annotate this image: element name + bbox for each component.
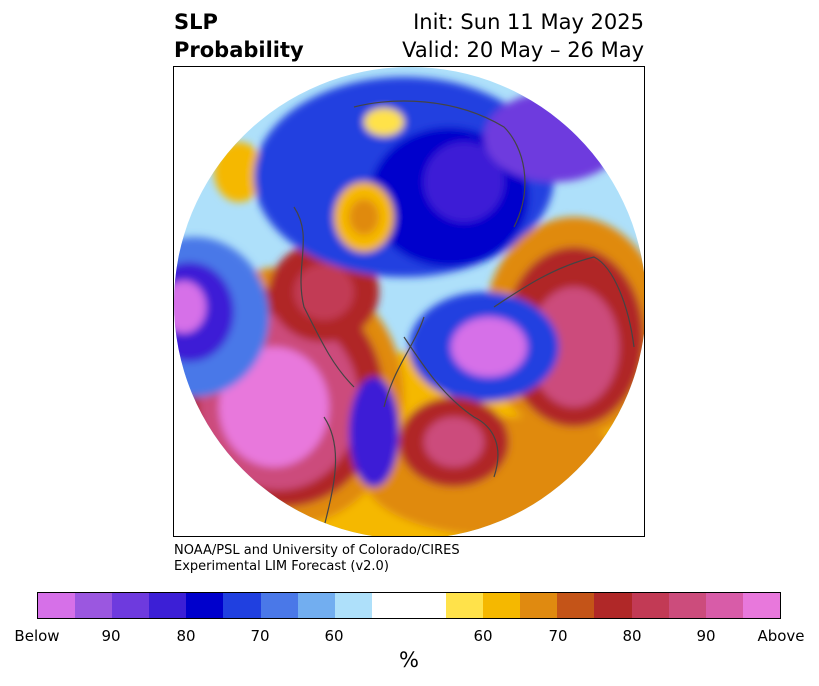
colorbar-swatch <box>334 593 372 618</box>
pacific-high-core <box>219 347 329 467</box>
title-left: SLP Probability <box>174 8 304 64</box>
atlantic-low-core <box>451 317 527 377</box>
colorbar-swatch <box>260 593 298 618</box>
colorbar-swatch <box>742 593 780 618</box>
coastlines <box>293 100 635 528</box>
tick-below: Below <box>14 627 60 645</box>
europe-high-core <box>529 287 619 407</box>
coastline-europe <box>493 256 635 348</box>
siberia-low <box>484 92 624 182</box>
tick-below-60: 60 <box>324 627 344 645</box>
colorbar-swatch <box>446 593 484 618</box>
credit-line2: Experimental LIM Forecast (v2.0) <box>174 559 389 574</box>
title-slp: SLP <box>174 10 218 34</box>
valid-range: Valid: 20 May – 26 May <box>402 38 644 62</box>
colorbar-swatch <box>149 593 187 618</box>
colorbar <box>37 592 781 619</box>
canada-high-core <box>424 417 484 467</box>
tick-below-90: 90 <box>101 627 121 645</box>
colorbar-swatch <box>186 593 224 618</box>
map-panel <box>173 66 645 537</box>
kara-warm <box>364 108 404 136</box>
ne-pacific-high-core <box>294 264 354 320</box>
coastline-greenland <box>383 316 425 408</box>
coastline-arctic <box>353 100 526 228</box>
colorbar-swatch <box>520 593 558 618</box>
west-pacific-low-core <box>174 281 206 333</box>
coastline-asia <box>293 206 355 388</box>
coastline-americas <box>323 416 337 528</box>
colorbar-swatch <box>594 593 632 618</box>
colorbar-swatch <box>371 593 409 618</box>
tick-above: Above <box>757 627 805 645</box>
title-probability: Probability <box>174 38 304 62</box>
tick-above-70: 70 <box>548 627 568 645</box>
arctic-low-core <box>424 142 504 222</box>
colorbar-swatch <box>705 593 743 618</box>
colorbar-swatch <box>408 593 447 618</box>
alaska-warm-core <box>349 199 379 235</box>
colorbar-swatch <box>75 593 113 618</box>
colorbar-swatch <box>557 593 595 618</box>
colorbar-unit: % <box>399 648 419 672</box>
credit-line1: NOAA/PSL and University of Colorado/CIRE… <box>174 543 460 558</box>
colorbar-swatch <box>668 593 706 618</box>
title-right: Init: Sun 11 May 2025 Valid: 20 May – 26… <box>402 8 644 64</box>
japan-warm <box>214 142 264 202</box>
tick-above-80: 80 <box>622 627 642 645</box>
polar-map <box>174 67 644 536</box>
init-date: Init: Sun 11 May 2025 <box>413 10 644 34</box>
credit: NOAA/PSL and University of Colorado/CIRE… <box>174 543 460 575</box>
colorbar-swatch <box>223 593 261 618</box>
colorbar-swatch <box>297 593 335 618</box>
tick-below-80: 80 <box>176 627 196 645</box>
colorbar-swatch <box>112 593 150 618</box>
tick-below-70: 70 <box>250 627 270 645</box>
coastline-atlantic <box>403 336 499 478</box>
colorbar-swatch <box>631 593 669 618</box>
tick-above-60: 60 <box>473 627 493 645</box>
na-low <box>349 377 399 487</box>
tick-above-90: 90 <box>696 627 716 645</box>
colorbar-swatch <box>38 593 76 618</box>
colorbar-swatch <box>483 593 521 618</box>
